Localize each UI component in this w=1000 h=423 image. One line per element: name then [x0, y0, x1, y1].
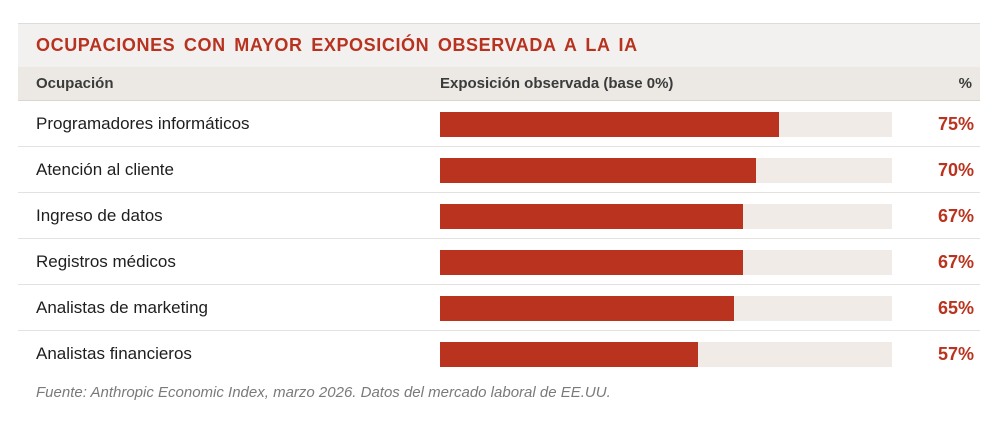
- table-header: Ocupación Exposición observada (base 0%)…: [18, 67, 980, 101]
- bar-track: [440, 204, 892, 229]
- category-label: Programadores informáticos: [36, 114, 250, 133]
- bar: [440, 112, 779, 137]
- bar-row: Atención al cliente 70%: [18, 147, 980, 193]
- bar: [440, 158, 757, 183]
- category-label: Analistas de marketing: [36, 298, 208, 317]
- bar-row: Programadores informáticos 75%: [18, 101, 980, 147]
- bar-track: [440, 296, 892, 321]
- chart-card: OCUPACIONES CON MAYOR EXPOSICIÓN OBSERVA…: [18, 23, 980, 377]
- bar-track: [440, 112, 892, 137]
- value-label: 65%: [937, 298, 974, 318]
- value-label: 70%: [937, 160, 974, 180]
- value-label: 57%: [937, 344, 974, 364]
- bar-row: Analistas financieros 57%: [18, 331, 980, 377]
- bar: [440, 204, 743, 229]
- header-occupation: Ocupación: [36, 75, 114, 92]
- bar: [440, 342, 698, 367]
- bar: [440, 250, 743, 275]
- bar-row: Analistas de marketing 65%: [18, 285, 980, 331]
- title-bar: OCUPACIONES CON MAYOR EXPOSICIÓN OBSERVA…: [18, 23, 980, 67]
- value-label: 67%: [937, 252, 974, 272]
- bar-row: Registros médicos 67%: [18, 239, 980, 285]
- source-note: Fuente: Anthropic Economic Index, marzo …: [36, 384, 611, 401]
- bar-track: [440, 342, 892, 367]
- bar: [440, 296, 734, 321]
- category-label: Analistas financieros: [36, 344, 192, 363]
- header-percent: %: [958, 75, 972, 92]
- bar-row: Ingreso de datos 67%: [18, 193, 980, 239]
- category-label: Ingreso de datos: [36, 206, 163, 225]
- category-label: Registros médicos: [36, 252, 176, 271]
- value-label: 75%: [937, 114, 974, 134]
- category-label: Atención al cliente: [36, 160, 174, 179]
- header-exposure: Exposición observada (base 0%): [440, 75, 674, 92]
- chart-title: OCUPACIONES CON MAYOR EXPOSICIÓN OBSERVA…: [36, 35, 638, 55]
- value-label: 67%: [937, 206, 974, 226]
- bar-track: [440, 250, 892, 275]
- bar-track: [440, 158, 892, 183]
